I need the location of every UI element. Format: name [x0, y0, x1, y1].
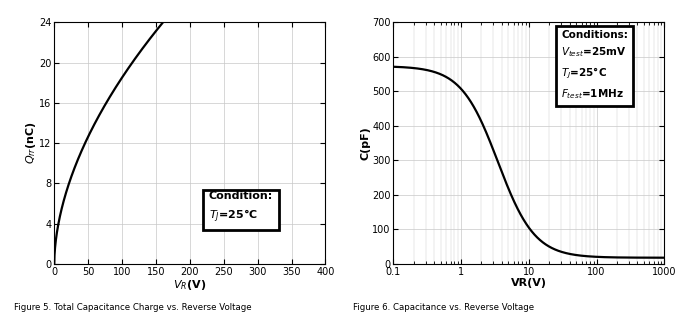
- Text: Conditions:
$V_{test}$=25mV
$T_J$=25°C
$F_{test}$=1MHz: Conditions: $V_{test}$=25mV $T_J$=25°C $…: [561, 30, 629, 101]
- X-axis label: $V_R$(V): $V_R$(V): [174, 278, 206, 292]
- Text: Figure 6. Capacitance vs. Reverse Voltage: Figure 6. Capacitance vs. Reverse Voltag…: [353, 303, 534, 312]
- Y-axis label: C(pF): C(pF): [361, 126, 371, 160]
- Y-axis label: $Q_{rr}$(nC): $Q_{rr}$(nC): [24, 122, 38, 164]
- Text: Figure 5. Total Capacitance Charge vs. Reverse Voltage: Figure 5. Total Capacitance Charge vs. R…: [14, 303, 251, 312]
- X-axis label: VR(V): VR(V): [511, 278, 547, 288]
- Text: Condition:
$T_J$=25°C: Condition: $T_J$=25°C: [209, 191, 273, 225]
